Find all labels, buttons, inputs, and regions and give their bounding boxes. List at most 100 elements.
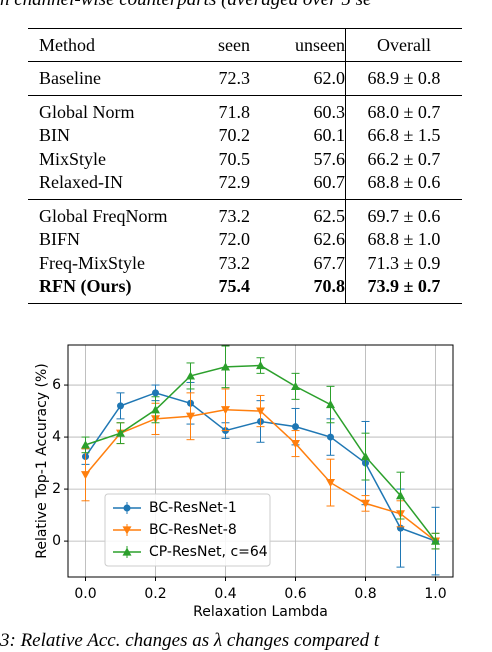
row-group: Global Norm 71.8 60.3 68.0 ± 0.7 BIN 70.2 60.1… xyxy=(28,95,462,199)
table-cell: 71.8 xyxy=(218,101,251,122)
table-cell: 72.0 xyxy=(218,229,251,249)
table-cell: 70.8 xyxy=(313,276,346,296)
table-row: RFN (Ours) 75.4 70.8 73.9 ± 0.7 xyxy=(28,275,462,303)
table-cell: MixStyle xyxy=(39,148,107,169)
table-cell: 60.7 xyxy=(313,172,346,192)
table-cell: Global Norm xyxy=(39,101,135,122)
marker xyxy=(327,433,334,441)
table-cell: Relaxed-IN xyxy=(39,172,123,192)
row-group: Global FreqNorm 73.2 62.5 69.7 ± 0.6 BIFN 72.… xyxy=(28,199,462,303)
table-row: Global Norm 71.8 60.3 68.0 ± 0.7 xyxy=(28,95,462,124)
table-cell: 73.2 xyxy=(218,205,251,226)
table-cell: 67.7 xyxy=(313,252,346,273)
table-cell: Global FreqNorm xyxy=(39,205,168,226)
marker xyxy=(256,407,265,416)
marker xyxy=(361,499,370,508)
x-tick-label: 0.2 xyxy=(144,586,166,602)
marker xyxy=(186,371,195,380)
y-tick-label: 6 xyxy=(52,377,61,393)
legend-marker xyxy=(122,526,132,535)
x-tick-label: 0.0 xyxy=(74,586,96,602)
table-cell: 62.6 xyxy=(313,229,346,249)
table-cell: Freq-MixStyle xyxy=(39,252,145,273)
marker xyxy=(152,389,159,397)
marker xyxy=(291,381,300,390)
legend-marker xyxy=(122,547,132,556)
header-cell: seen xyxy=(218,35,250,55)
table-cell: 68.8 ± 1.0 xyxy=(345,228,462,252)
marker xyxy=(361,452,370,461)
table-row: Freq-MixStyle 73.2 67.7 71.3 ± 0.9 xyxy=(28,251,462,275)
table-row: BIFN 72.0 62.6 68.8 ± 1.0 xyxy=(28,228,462,252)
legend-box xyxy=(104,493,271,567)
table-cell: 69.7 ± 0.6 xyxy=(345,199,462,228)
caption-top: n channel-wise counterparts (averaged ov… xyxy=(0,0,492,11)
caption-bottom: 3: Relative Acc. changes as λ changes co… xyxy=(0,630,380,651)
header-cell: unseen xyxy=(295,35,345,55)
marker xyxy=(292,423,299,431)
table-row: Global FreqNorm 73.2 62.5 69.7 ± 0.6 xyxy=(28,199,462,228)
x-tick-label: 0.8 xyxy=(354,586,376,602)
x-axis-label: Relaxation Lambda xyxy=(193,604,328,620)
marker xyxy=(256,361,265,370)
marker xyxy=(221,406,230,415)
table-cell: 72.3 xyxy=(218,68,251,88)
table-head: Method seen unseen Overall xyxy=(28,28,462,62)
marker xyxy=(396,491,405,500)
x-tick-label: 0.4 xyxy=(214,586,236,602)
table-cell: 60.3 xyxy=(313,101,346,122)
legend-label: BC-ResNet-8 xyxy=(149,522,237,538)
y-tick-label: 0 xyxy=(52,533,61,549)
table-cell: 72.9 xyxy=(218,172,251,192)
y-axis-label: Relative Top-1 Accuracy (%) xyxy=(34,363,50,559)
table-cell: 66.8 ± 1.5 xyxy=(345,124,462,148)
y-tick-label: 4 xyxy=(52,429,61,445)
table-cell: 68.9 ± 0.8 xyxy=(345,61,462,95)
y-tick-label: 2 xyxy=(52,481,61,497)
table-row: MixStyle 70.5 57.6 66.2 ± 0.7 xyxy=(28,147,462,171)
marker xyxy=(81,440,90,449)
table-cell: 75.4 xyxy=(218,276,251,296)
legend-label: CP-ResNet, c=64 xyxy=(149,544,268,560)
table-row: Baseline 72.3 62.0 68.9 ± 0.8 xyxy=(28,61,462,95)
marker xyxy=(291,439,300,449)
table-row: BIN 70.2 60.1 66.8 ± 1.5 xyxy=(28,124,462,148)
plot-frame xyxy=(67,344,454,578)
marker xyxy=(117,402,124,410)
x-tick-label: 1.0 xyxy=(424,586,446,602)
header-cell: Method xyxy=(39,35,95,55)
table-cell: 60.1 xyxy=(313,125,346,145)
table-cell: BIFN xyxy=(39,229,81,249)
x-tick-label: 0.6 xyxy=(284,586,306,602)
table-cell: 68.8 ± 0.6 xyxy=(345,171,462,199)
marker xyxy=(431,536,440,545)
marker xyxy=(151,405,160,414)
marker xyxy=(221,362,230,371)
table-cell: 70.5 xyxy=(218,148,251,169)
table-cell: 70.2 xyxy=(218,125,251,145)
header-cell: Overall xyxy=(345,28,462,62)
table-cell: 57.6 xyxy=(313,148,346,169)
marker xyxy=(326,478,335,488)
marker xyxy=(81,471,90,480)
table-cell: 68.0 ± 0.7 xyxy=(345,95,462,124)
header-row: Method seen unseen Overall xyxy=(28,28,462,62)
results-table: Method seen unseen Overall Baseline 72.3 62.0 6… xyxy=(28,28,462,304)
table-cell: 71.3 ± 0.9 xyxy=(345,251,462,275)
table-cell: 66.2 ± 0.7 xyxy=(345,147,462,171)
table-cell: BIN xyxy=(39,125,70,145)
table-cell: 62.0 xyxy=(313,68,346,88)
legend-label: BC-ResNet-1 xyxy=(149,500,237,516)
table-cell: Baseline xyxy=(39,68,101,88)
table-cell: RFN (Ours) xyxy=(39,276,132,296)
table-cell: 62.5 xyxy=(313,205,346,226)
marker xyxy=(186,412,195,421)
legend-marker xyxy=(123,504,131,512)
table-row: Relaxed-IN 72.9 60.7 68.8 ± 0.6 xyxy=(28,171,462,199)
marker xyxy=(326,400,335,409)
table-cell: 73.9 ± 0.7 xyxy=(345,275,462,303)
row-group: Baseline 72.3 62.0 68.9 ± 0.8 xyxy=(28,61,462,95)
table-cell: 73.2 xyxy=(218,252,251,273)
